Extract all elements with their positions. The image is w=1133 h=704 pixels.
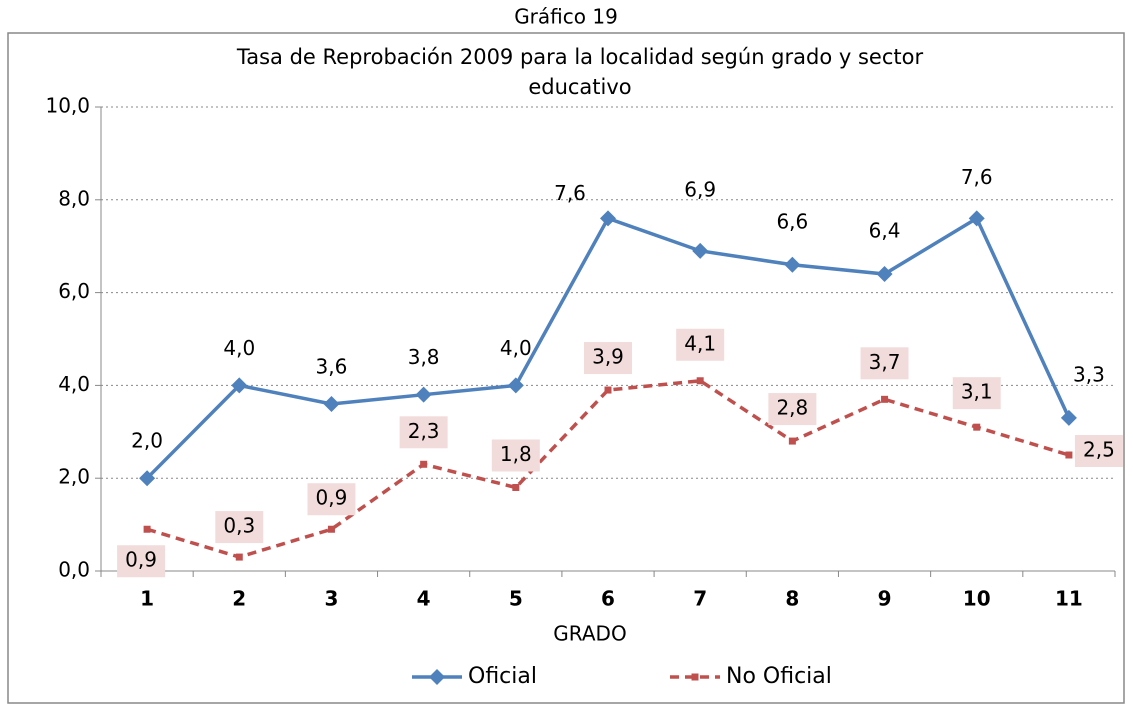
data-label-bg — [860, 347, 909, 380]
data-label-bg — [215, 511, 264, 544]
legend-item: No Oficial — [670, 664, 832, 689]
data-label: 3,6 — [316, 354, 348, 378]
point — [323, 395, 340, 412]
data-label-bg — [768, 393, 817, 426]
y-tick-label: 6,0 — [58, 279, 90, 303]
data-label-bg — [491, 439, 540, 472]
point — [143, 525, 151, 533]
point — [1060, 409, 1077, 426]
point — [691, 673, 699, 681]
data-label: 3,3 — [1073, 362, 1105, 386]
chart-frame — [7, 32, 1125, 704]
point — [327, 525, 335, 533]
y-tick-label: 8,0 — [58, 186, 90, 210]
x-tick-label: 9 — [878, 587, 892, 611]
x-axis-label: GRADO — [553, 622, 626, 646]
data-label-bg — [117, 545, 166, 578]
data-label-bg — [307, 483, 356, 516]
point — [420, 460, 428, 468]
point — [415, 386, 432, 403]
x-tick-label: 11 — [1055, 587, 1083, 611]
data-label: 2,5 — [1083, 438, 1115, 462]
point — [600, 210, 616, 227]
data-label: 3,7 — [869, 350, 901, 374]
data-label: 2,0 — [131, 429, 163, 453]
x-tick-label: 5 — [509, 587, 523, 611]
point — [139, 470, 156, 487]
point — [507, 377, 524, 394]
data-label: 7,6 — [554, 181, 586, 205]
point — [876, 266, 893, 283]
y-tick-label: 0,0 — [58, 558, 90, 582]
header: Gráfico 19 — [514, 5, 618, 29]
legend-item: Oficial — [412, 664, 537, 689]
data-label: 6,9 — [684, 177, 716, 201]
data-label: 1,8 — [500, 442, 532, 466]
x-tick-label: 8 — [785, 587, 799, 611]
x-tick-label: 6 — [601, 587, 615, 611]
point — [968, 210, 985, 227]
data-label-bg — [399, 416, 448, 449]
point — [231, 377, 248, 394]
legend-label: No Oficial — [726, 664, 832, 689]
x-tick-label: 2 — [232, 587, 246, 611]
data-label: 4,1 — [684, 331, 716, 355]
x-tick-label: 4 — [417, 587, 431, 611]
chart-title: Tasa de Reprobación 2009 para la localid… — [236, 45, 924, 69]
data-label-bg — [584, 342, 632, 375]
data-label: 6,6 — [776, 209, 808, 233]
point — [973, 423, 981, 431]
point — [784, 256, 801, 273]
point — [235, 553, 243, 561]
data-label-bg — [1074, 435, 1123, 467]
legend-label: Oficial — [468, 664, 537, 689]
point — [696, 377, 704, 385]
data-label: 4,0 — [500, 336, 532, 360]
chart-title: educativo — [528, 75, 631, 99]
data-label: 0,9 — [125, 548, 157, 572]
y-tick-label: 2,0 — [58, 465, 90, 489]
data-label: 0,3 — [223, 514, 255, 538]
data-label: 3,8 — [408, 345, 440, 369]
data-label: 0,9 — [316, 486, 348, 510]
data-label: 7,6 — [961, 165, 993, 189]
data-label: 3,9 — [592, 345, 624, 369]
point — [429, 669, 445, 685]
point — [1065, 451, 1073, 459]
data-label: 4,0 — [223, 336, 255, 360]
point — [881, 395, 889, 403]
point — [512, 483, 520, 491]
data-label-bg — [676, 328, 725, 361]
x-tick-label: 3 — [324, 587, 338, 611]
point — [692, 242, 709, 259]
data-label: 2,8 — [776, 396, 808, 420]
data-label: 3,1 — [961, 380, 993, 404]
point — [604, 386, 612, 394]
x-tick-label: 1 — [140, 587, 154, 611]
data-label-bg — [952, 377, 1001, 410]
series-line — [146, 378, 1070, 559]
data-label: 6,4 — [869, 219, 901, 243]
data-label: 2,3 — [408, 419, 440, 443]
y-tick-label: 4,0 — [58, 372, 90, 396]
x-tick-label: 10 — [963, 587, 991, 611]
y-tick-label: 10,0 — [45, 94, 90, 118]
x-tick-label: 7 — [693, 587, 707, 611]
point — [788, 437, 796, 445]
